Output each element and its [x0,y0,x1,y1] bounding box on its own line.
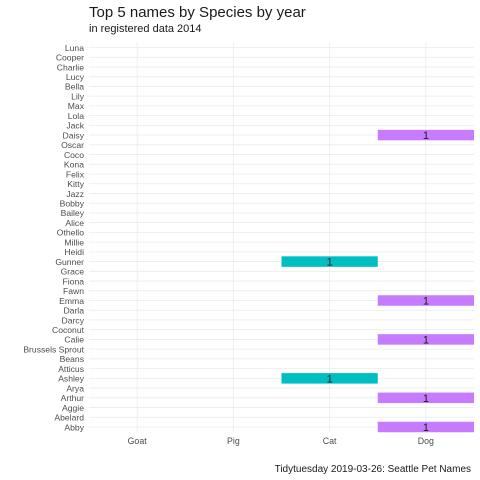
y-tick-label: Oscar [61,140,84,150]
x-tick-label: Pig [227,436,240,446]
y-tick-label: Aggie [62,403,84,413]
x-tick-label: Dog [418,436,434,446]
chart-caption: Tidytuesday 2019-03-26: Seattle Pet Name… [274,464,471,475]
y-tick-label: Heidi [64,247,84,257]
y-tick-label: Jack [66,121,84,131]
y-tick-label: Brussels Sprout [23,344,84,354]
bar-gunner [281,256,378,267]
y-tick-label: Kona [64,160,84,170]
y-tick-label: Calie [64,335,84,345]
y-tick-label: Jazz [66,189,84,199]
y-tick-label: Bella [65,82,84,92]
bar-ashley [281,373,378,384]
bar-abby [377,421,474,433]
y-tick-label: Lola [68,111,84,121]
y-tick-label: Abby [64,422,84,432]
x-tick-label: Goat [128,436,148,446]
y-tick-label: Arya [66,383,84,393]
y-tick-label: Coconut [52,325,85,335]
chart-title: Top 5 names by Species by year [89,4,306,21]
y-tick-label: Alice [65,218,84,228]
bar-calie [377,334,474,345]
y-tick-label: Grace [61,267,85,277]
bar-daisy [377,129,474,141]
chart-subtitle: in registered data 2014 [89,23,202,35]
y-tick-label: Luna [65,43,84,53]
bar-value-label: 1 [327,373,333,385]
y-tick-label: Gunner [55,257,84,267]
y-tick-label: Bailey [61,208,85,218]
y-tick-label: Millie [64,237,84,247]
y-tick-label: Daisy [63,130,85,140]
y-tick-label: Felix [66,169,85,179]
y-tick-label: Beans [60,354,84,364]
y-tick-label: Charlie [57,62,84,72]
y-tick-label: Darcy [62,315,85,325]
y-tick-label: Max [68,101,85,111]
bar-value-label: 1 [327,257,333,269]
y-tick-label: Othello [57,228,84,238]
y-tick-label: Arthur [61,393,85,403]
bar-value-label: 1 [423,130,429,142]
bar-value-label: 1 [423,422,429,434]
y-tick-label: Abelard [54,413,84,423]
bar-emma [377,295,474,306]
bar-value-label: 1 [423,296,429,308]
y-tick-label: Fiona [63,276,85,286]
y-tick-label: Emma [59,296,84,306]
y-tick-label: Darla [63,306,84,316]
y-tick-label: Lucy [66,72,85,82]
x-tick-label: Cat [323,436,337,446]
y-tick-label: Ashley [58,374,84,384]
y-tick-label: Cooper [56,53,84,63]
y-tick-label: Lily [71,91,85,101]
y-tick-label: Fawn [63,286,84,296]
y-tick-label: Coco [64,150,84,160]
y-tick-label: Bobby [60,198,85,208]
bar-value-label: 1 [423,334,429,346]
bar-value-label: 1 [423,393,429,405]
bar-arthur [377,392,474,404]
y-tick-label: Kitty [67,179,84,189]
y-tick-label: Atticus [58,364,84,374]
